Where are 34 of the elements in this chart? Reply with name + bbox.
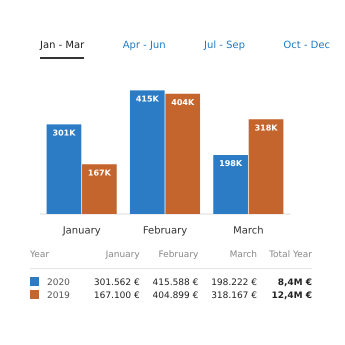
x-tick-label: March: [233, 226, 264, 237]
text: 167.100 €: [92, 290, 140, 302]
data-label: 318K: [254, 123, 278, 132]
bar: [248, 119, 284, 214]
text: 198.222 €: [210, 276, 257, 289]
bar: [82, 164, 117, 214]
data-label: 167K: [88, 168, 112, 178]
text: Apr - Jun: [122, 40, 166, 53]
category-label: March: [230, 250, 257, 260]
text: 8,4M €: [276, 276, 312, 289]
bar: [46, 124, 82, 214]
text: Jan - Mar: [40, 40, 84, 59]
bar: [130, 90, 165, 214]
text: 12,4M €: [270, 290, 312, 302]
text: Year: [30, 248, 82, 268]
text: Total Year: [257, 248, 312, 268]
text: 404.899 €: [152, 290, 198, 302]
category-label: January: [106, 250, 140, 260]
bar: [213, 155, 248, 214]
bar: [165, 94, 200, 214]
text: 415.588 €: [152, 276, 198, 289]
x-tick-label: February: [142, 226, 188, 237]
category-label: February: [158, 250, 198, 260]
text: 318.167 €: [210, 290, 257, 302]
legend-label: 2020: [46, 277, 71, 289]
text: Oct - Dec: [283, 40, 330, 53]
data-label: 404K: [171, 98, 195, 107]
legend-label: 2019: [46, 290, 71, 302]
x-tick-label: January: [62, 226, 101, 237]
text: Jul - Sep: [204, 40, 245, 53]
data-label: 301K: [52, 128, 76, 138]
data-label: 198K: [219, 159, 243, 168]
data-label: 415K: [136, 94, 160, 104]
text: 301.562 €: [92, 276, 140, 289]
